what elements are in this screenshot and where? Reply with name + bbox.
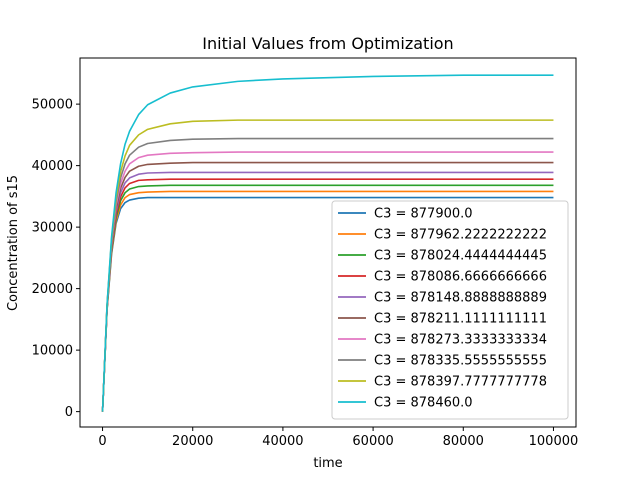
legend-label-8: C3 = 878335.5555555555 bbox=[374, 354, 547, 369]
x-tick-label: 100000 bbox=[529, 434, 579, 449]
x-tick-label: 60000 bbox=[352, 434, 393, 449]
legend-label-9: C3 = 878397.7777777778 bbox=[374, 375, 547, 390]
x-axis-label: time bbox=[313, 456, 342, 471]
legend-label-10: C3 = 878460.0 bbox=[374, 396, 473, 411]
y-tick-label: 40000 bbox=[32, 159, 73, 174]
legend-label-7: C3 = 878273.3333333334 bbox=[374, 333, 547, 348]
legend-label-1: C3 = 877900.0 bbox=[374, 207, 473, 222]
legend-label-5: C3 = 878148.8888888889 bbox=[374, 291, 547, 306]
y-tick-label: 30000 bbox=[32, 221, 73, 236]
y-tick-label: 20000 bbox=[32, 282, 73, 297]
y-tick-label: 0 bbox=[65, 405, 73, 420]
legend-label-2: C3 = 877962.2222222222 bbox=[374, 228, 547, 243]
y-axis-label: Concentration of s15 bbox=[6, 175, 21, 311]
axes: 0 20000 40000 60000 80000 100000 0 10000 20000 30… bbox=[32, 57, 579, 449]
axes-frame bbox=[79, 57, 577, 428]
x-tick-label: 0 bbox=[98, 434, 106, 449]
legend-label-3: C3 = 878024.4444444445 bbox=[374, 249, 547, 264]
plot-area bbox=[101, 74, 554, 412]
y-tick-label: 50000 bbox=[32, 98, 73, 113]
legend-label-6: C3 = 878211.1111111111 bbox=[374, 312, 547, 327]
y-tick-label: 10000 bbox=[32, 344, 73, 359]
legend: C3 = 877900.0 C3 = 877962.2222222222 C3 = … bbox=[331, 200, 569, 420]
legend-label-4: C3 = 878086.6666666666 bbox=[374, 270, 547, 285]
legend-box bbox=[331, 200, 569, 420]
chart-title: Initial Values from Optimization bbox=[202, 34, 453, 53]
x-tick-label: 20000 bbox=[172, 434, 213, 449]
x-tick-label: 40000 bbox=[262, 434, 303, 449]
series-line-10 bbox=[101, 74, 554, 412]
x-tick-label: 80000 bbox=[443, 434, 484, 449]
